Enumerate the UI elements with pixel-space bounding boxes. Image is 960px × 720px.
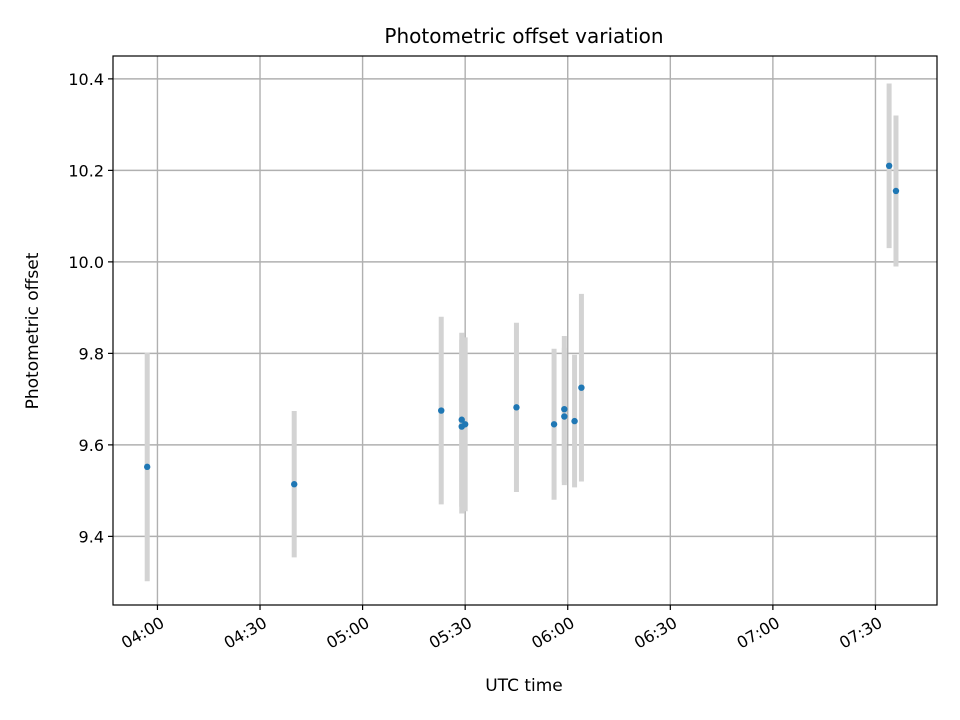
y-axis-label: Photometric offset xyxy=(23,252,43,409)
y-tick-label: 9.6 xyxy=(79,436,104,455)
x-tick-label: 07:00 xyxy=(733,613,782,653)
data-point xyxy=(561,413,568,420)
data-point xyxy=(458,416,465,423)
data-point xyxy=(561,405,568,413)
plot-frame xyxy=(112,55,938,606)
y-tick-label: 10.0 xyxy=(68,253,104,272)
x-tick-label: 06:30 xyxy=(631,613,680,653)
y-tick-label: 10.4 xyxy=(68,70,104,89)
x-tick-label: 05:30 xyxy=(426,613,475,653)
data-point xyxy=(143,463,151,471)
y-tick-label: 9.4 xyxy=(79,527,104,546)
data-point xyxy=(892,187,900,195)
y-tick-label: 9.8 xyxy=(79,344,104,363)
chart-title: Photometric offset variation xyxy=(384,24,663,48)
y-axis-ticks: 9.4 9.6 9.8 10.0 10.2 10.4 xyxy=(68,70,113,546)
data-point xyxy=(550,421,558,428)
data-point xyxy=(291,481,298,488)
x-axis-ticks: 04:00 04:30 05:00 05:30 06:00 06:30 07:00 07:30 xyxy=(118,605,885,653)
data-point xyxy=(438,407,445,414)
x-tick-label: 05:00 xyxy=(323,613,372,653)
x-axis-label: UTC time xyxy=(485,676,563,696)
data-point xyxy=(578,384,585,391)
data-points xyxy=(143,162,900,488)
x-tick-label: 06:00 xyxy=(528,613,577,653)
data-point xyxy=(885,162,893,169)
x-tick-label: 07:30 xyxy=(836,613,885,653)
data-point xyxy=(513,404,520,411)
data-point xyxy=(571,417,578,425)
grid xyxy=(113,56,937,605)
data-point xyxy=(461,421,469,428)
x-tick-label: 04:00 xyxy=(118,613,167,653)
y-tick-label: 10.2 xyxy=(68,161,104,180)
x-tick-label: 04:30 xyxy=(221,613,270,653)
